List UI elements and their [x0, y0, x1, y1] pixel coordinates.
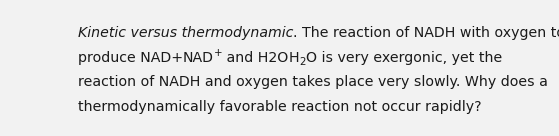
Text: thermodynamically favorable reaction not occur rapidly?: thermodynamically favorable reaction not…	[78, 100, 481, 114]
Text: reaction of NADH and oxygen takes place very slowly. Why does a: reaction of NADH and oxygen takes place …	[78, 75, 548, 89]
Text: +: +	[214, 48, 222, 58]
Text: NAD: NAD	[183, 51, 214, 65]
Text: . The reaction of NADH with oxygen to: . The reaction of NADH with oxygen to	[293, 26, 559, 40]
Text: O: O	[306, 51, 316, 65]
Text: H: H	[288, 51, 299, 65]
Text: Kinetic versus thermodynamic: Kinetic versus thermodynamic	[78, 26, 293, 40]
Text: produce NAD+: produce NAD+	[78, 51, 183, 65]
Text: 2: 2	[299, 57, 306, 67]
Text: and H2O: and H2O	[222, 51, 288, 65]
Text: is very exergonic, yet the: is very exergonic, yet the	[316, 51, 502, 65]
